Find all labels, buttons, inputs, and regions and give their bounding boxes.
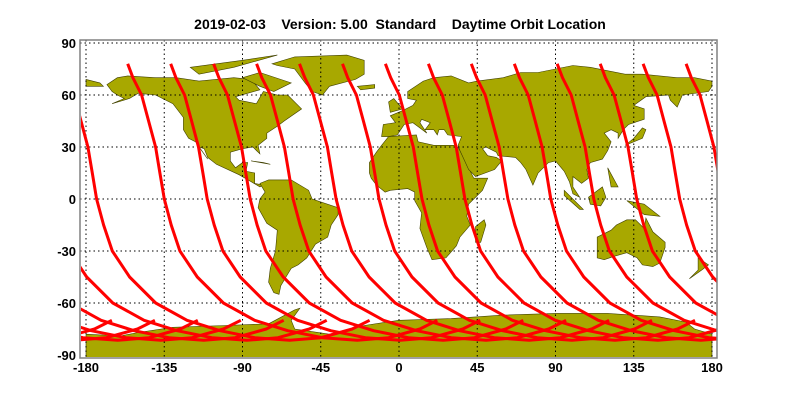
- x-tick-label: -45: [311, 360, 330, 375]
- y-tick-label: 90: [62, 36, 76, 51]
- orbit-track: [126, 63, 438, 342]
- landmass-iceland: [356, 84, 376, 91]
- x-tick-label: 135: [623, 360, 645, 375]
- x-tick-label: 90: [548, 360, 562, 375]
- orbit-track: [469, 63, 717, 342]
- x-tick-label: 45: [470, 360, 484, 375]
- landmass-south-america: [257, 179, 339, 295]
- orbit-track: [255, 63, 567, 342]
- orbit-track: [684, 63, 717, 175]
- landmass-arctic-islands-2: [189, 54, 278, 75]
- land-layer: [85, 54, 713, 357]
- orbit-track: [81, 318, 156, 342]
- orbit-track: [212, 63, 524, 342]
- orbit-track: [512, 63, 717, 340]
- landmass-madagascar: [475, 219, 487, 243]
- y-axis-labels: 90 60 30 0 -30 -60 -90: [57, 36, 76, 363]
- title-product: Standard: [375, 16, 437, 32]
- landmass-new-guinea: [626, 200, 661, 217]
- orbit-track: [81, 307, 285, 342]
- y-tick-label: -30: [57, 244, 76, 259]
- orbit-track: [0, 64, 26, 341]
- landmass-cuba: [251, 160, 271, 165]
- orbit-track: [81, 318, 199, 342]
- plot-frame: [79, 39, 718, 359]
- title-date: 2019-02-03: [194, 16, 266, 32]
- x-axis-labels: -180 -135 -90 -45 0 45 90 135 180: [73, 360, 723, 375]
- x-tick-label: 0: [395, 360, 402, 375]
- x-tick-label: -90: [233, 360, 252, 375]
- orbit-track: [383, 63, 696, 342]
- y-tick-label: 0: [69, 192, 76, 207]
- orbit-tracks: [0, 63, 800, 342]
- x-tick-label: -180: [73, 360, 99, 375]
- orbit-track: [81, 318, 113, 335]
- orbit-track: [81, 115, 371, 342]
- x-tick-label: 180: [701, 360, 723, 375]
- orbit-track: [598, 63, 717, 317]
- landmass-chukotka: [85, 79, 105, 87]
- orbit-track: [81, 318, 242, 342]
- landmass-greenland: [271, 54, 365, 96]
- title-subject: Daytime Orbit Location: [451, 16, 606, 32]
- orbit-track: [555, 63, 717, 333]
- orbit-track: [298, 63, 610, 342]
- y-tick-label: 30: [62, 140, 76, 155]
- landmass-sumatra: [563, 189, 585, 210]
- orbit-track: [341, 63, 653, 342]
- orbit-track: [81, 265, 328, 342]
- orbit-track: [641, 63, 717, 284]
- title-version: Version: 5.00: [281, 16, 368, 32]
- y-tick-label: -60: [57, 296, 76, 311]
- x-tick-label: -135: [151, 360, 177, 375]
- landmass-philippines: [607, 167, 619, 188]
- map-title: 2019-02-03 Version: 5.00 Standard Daytim…: [0, 16, 800, 32]
- landmass-north-america: [106, 75, 303, 188]
- orbit-track: [426, 63, 717, 342]
- y-tick-label: -90: [57, 348, 76, 363]
- landmass-japan: [624, 127, 647, 146]
- orbit-track: [169, 63, 481, 342]
- orbit-track: [754, 64, 800, 341]
- y-tick-label: 60: [62, 88, 76, 103]
